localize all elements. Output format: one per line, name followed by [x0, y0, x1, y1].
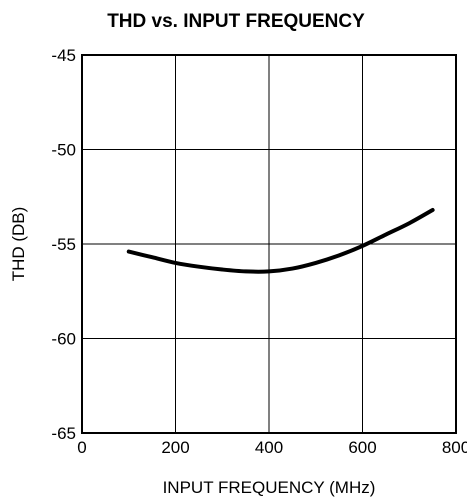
plot-frame — [81, 54, 457, 434]
thd-curve — [126, 207, 435, 274]
y-axis-label: THD (DB) — [9, 207, 28, 282]
grid — [82, 55, 456, 433]
x-tick-labels: 0 200 400 600 800 — [77, 438, 467, 457]
y-tick-label: -50 — [51, 141, 76, 160]
y-tick-labels: -45 -50 -55 -60 -65 — [51, 46, 76, 443]
x-axis-label: INPUT FREQUENCY (MHz) — [163, 478, 376, 497]
x-tick-label: 200 — [161, 438, 189, 457]
y-tick-label: -60 — [51, 330, 76, 349]
x-tick-label: 600 — [348, 438, 376, 457]
y-tick-label: -65 — [51, 424, 76, 443]
x-tick-label: 800 — [442, 438, 467, 457]
x-tick-label: 0 — [77, 438, 86, 457]
chart-title: THD vs. INPUT FREQUENCY — [107, 11, 365, 32]
y-tick-label: -55 — [51, 235, 76, 254]
x-tick-label: 400 — [255, 438, 283, 457]
y-tick-label: -45 — [51, 46, 76, 65]
